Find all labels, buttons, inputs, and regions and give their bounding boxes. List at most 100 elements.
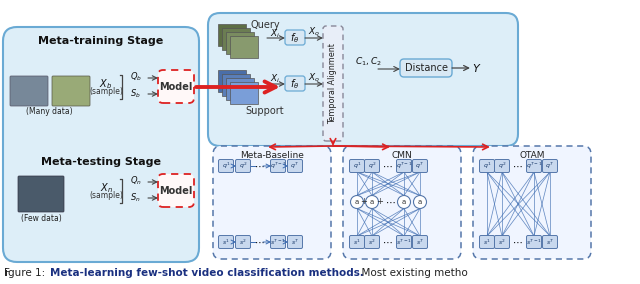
FancyBboxPatch shape xyxy=(287,160,303,172)
Text: Model: Model xyxy=(159,186,193,196)
Text: $Y$: $Y$ xyxy=(472,62,482,74)
FancyBboxPatch shape xyxy=(343,146,461,259)
FancyBboxPatch shape xyxy=(413,160,428,172)
FancyBboxPatch shape xyxy=(349,160,365,172)
FancyBboxPatch shape xyxy=(271,235,285,248)
Text: Meta-Baseline: Meta-Baseline xyxy=(240,151,304,160)
Text: $s^2$: $s^2$ xyxy=(368,237,376,247)
FancyBboxPatch shape xyxy=(218,235,234,248)
Circle shape xyxy=(413,195,426,208)
Text: $s^{T-1}$: $s^{T-1}$ xyxy=(270,237,286,247)
FancyBboxPatch shape xyxy=(226,78,254,100)
Text: $q^{T-1}$: $q^{T-1}$ xyxy=(396,161,412,171)
Text: Distance: Distance xyxy=(404,63,447,73)
Circle shape xyxy=(365,195,378,208)
FancyBboxPatch shape xyxy=(236,160,250,172)
Text: (Many data): (Many data) xyxy=(26,106,72,116)
Text: Temporal Alignment: Temporal Alignment xyxy=(328,43,337,124)
FancyBboxPatch shape xyxy=(218,160,234,172)
Text: $Q_n$: $Q_n$ xyxy=(130,175,142,187)
Text: igure 1:: igure 1: xyxy=(5,268,45,278)
Text: $q^2$: $q^2$ xyxy=(498,161,506,171)
Text: $q^1$: $q^1$ xyxy=(483,161,492,171)
Text: OTAM: OTAM xyxy=(519,151,545,160)
Text: $q^T$: $q^T$ xyxy=(415,161,424,171)
Text: $s^{T-1}$: $s^{T-1}$ xyxy=(526,237,542,247)
Text: $q^{T-1}$: $q^{T-1}$ xyxy=(269,161,286,171)
Text: (Few data): (Few data) xyxy=(20,214,61,222)
FancyBboxPatch shape xyxy=(349,235,365,248)
Text: $C_1, C_2$: $C_1, C_2$ xyxy=(355,56,381,68)
Text: a: a xyxy=(370,199,374,205)
Text: F: F xyxy=(4,268,10,278)
Text: $X_i$: $X_i$ xyxy=(270,73,280,85)
FancyBboxPatch shape xyxy=(285,30,305,45)
FancyBboxPatch shape xyxy=(365,160,380,172)
FancyBboxPatch shape xyxy=(213,146,331,259)
Text: (sample): (sample) xyxy=(89,87,123,95)
FancyBboxPatch shape xyxy=(218,70,246,92)
FancyBboxPatch shape xyxy=(285,76,305,91)
Text: Query: Query xyxy=(250,20,280,30)
Text: $S_b$: $S_b$ xyxy=(130,88,141,100)
FancyBboxPatch shape xyxy=(230,36,258,58)
Text: Model: Model xyxy=(159,82,193,92)
FancyBboxPatch shape xyxy=(479,160,495,172)
FancyBboxPatch shape xyxy=(413,235,428,248)
Text: $Q_b$: $Q_b$ xyxy=(130,71,142,83)
FancyBboxPatch shape xyxy=(287,235,303,248)
Text: $X_o$: $X_o$ xyxy=(308,26,320,38)
Text: $q^2$: $q^2$ xyxy=(239,161,247,171)
Text: $f_\theta$: $f_\theta$ xyxy=(291,77,300,91)
Text: $s^T$: $s^T$ xyxy=(416,237,424,247)
Text: $\cdots$: $\cdots$ xyxy=(385,197,396,207)
FancyBboxPatch shape xyxy=(208,13,518,146)
Text: Support: Support xyxy=(246,106,284,116)
FancyBboxPatch shape xyxy=(495,235,509,248)
Text: $s^1$: $s^1$ xyxy=(222,237,230,247)
FancyBboxPatch shape xyxy=(527,160,541,172)
Text: (sample): (sample) xyxy=(89,191,123,199)
Text: $s^2$: $s^2$ xyxy=(239,237,247,247)
Text: Most existing metho: Most existing metho xyxy=(355,268,468,278)
FancyBboxPatch shape xyxy=(222,28,250,50)
Text: +: + xyxy=(360,197,367,206)
FancyBboxPatch shape xyxy=(397,235,412,248)
Text: $X_n$: $X_n$ xyxy=(100,181,113,195)
FancyBboxPatch shape xyxy=(158,70,194,103)
FancyBboxPatch shape xyxy=(52,76,90,106)
Text: $S_n$: $S_n$ xyxy=(130,192,141,204)
Text: $\cdots$: $\cdots$ xyxy=(381,237,392,247)
Text: a: a xyxy=(355,199,359,205)
Text: $q^1$: $q^1$ xyxy=(221,161,230,171)
FancyBboxPatch shape xyxy=(365,235,380,248)
Text: Meta-training Stage: Meta-training Stage xyxy=(38,36,164,46)
Text: $q^1$: $q^1$ xyxy=(353,161,362,171)
Text: $\cdots$: $\cdots$ xyxy=(381,161,392,171)
FancyBboxPatch shape xyxy=(271,160,285,172)
FancyBboxPatch shape xyxy=(473,146,591,259)
Text: $s^2$: $s^2$ xyxy=(498,237,506,247)
Text: $X_i$: $X_i$ xyxy=(270,28,280,40)
FancyBboxPatch shape xyxy=(527,235,541,248)
Text: $q^2$: $q^2$ xyxy=(368,161,376,171)
FancyBboxPatch shape xyxy=(236,235,250,248)
Text: $q^T$: $q^T$ xyxy=(545,161,555,171)
FancyBboxPatch shape xyxy=(543,235,557,248)
Text: $q^T$: $q^T$ xyxy=(291,161,300,171)
Text: $s^{T-1}$: $s^{T-1}$ xyxy=(396,237,412,247)
Text: $\cdots$: $\cdots$ xyxy=(253,161,264,171)
FancyBboxPatch shape xyxy=(222,74,250,96)
Text: $X_b$: $X_b$ xyxy=(99,77,113,91)
Text: $q^{T-1}$: $q^{T-1}$ xyxy=(525,161,542,171)
Text: +: + xyxy=(376,197,383,206)
Circle shape xyxy=(351,195,364,208)
FancyBboxPatch shape xyxy=(230,82,258,104)
FancyBboxPatch shape xyxy=(10,76,48,106)
Circle shape xyxy=(397,195,410,208)
FancyBboxPatch shape xyxy=(18,176,64,212)
FancyBboxPatch shape xyxy=(400,59,452,77)
FancyBboxPatch shape xyxy=(397,160,412,172)
Text: Meta-testing Stage: Meta-testing Stage xyxy=(41,157,161,167)
Text: a: a xyxy=(418,199,422,205)
